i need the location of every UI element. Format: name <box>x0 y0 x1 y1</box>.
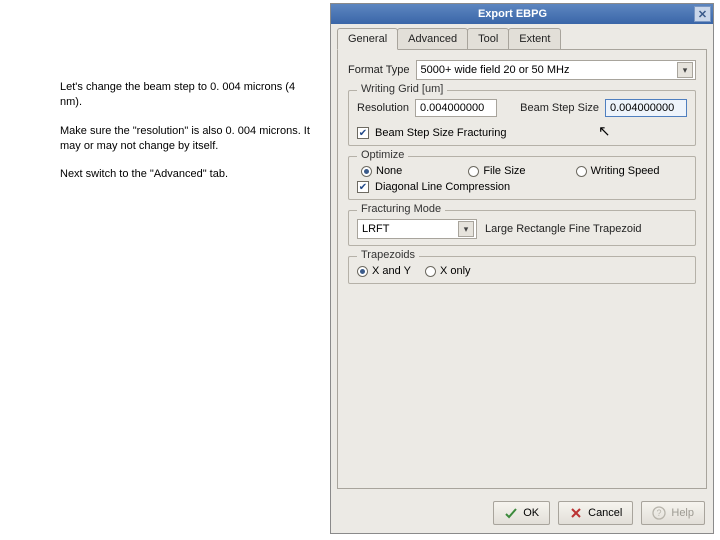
tabbar: General Advanced Tool Extent <box>331 24 713 49</box>
fracturing-mode-value: LRFT <box>362 223 390 235</box>
cancel-label: Cancel <box>588 507 622 519</box>
ok-button[interactable]: OK <box>493 501 550 525</box>
chevron-down-icon: ▾ <box>458 221 474 237</box>
resolution-label: Resolution <box>357 102 409 114</box>
trapezoids-xy-radio[interactable]: X and Y <box>357 265 411 277</box>
trapezoids-x-radio[interactable]: X only <box>425 265 471 277</box>
checkbox-checked-icon: ✔ <box>357 181 369 193</box>
close-button[interactable]: ✕ <box>694 6 711 22</box>
help-label: Help <box>671 507 694 519</box>
tab-extent[interactable]: Extent <box>508 28 561 49</box>
trapezoids-x-label: X only <box>440 265 471 277</box>
svg-text:?: ? <box>657 508 662 518</box>
checkbox-checked-icon: ✔ <box>357 127 369 139</box>
writing-grid-legend: Writing Grid [um] <box>357 83 447 95</box>
radio-unselected-icon <box>468 166 479 177</box>
window-title: Export EBPG <box>331 8 694 20</box>
optimize-legend: Optimize <box>357 149 408 161</box>
export-ebpg-dialog: Export EBPG ✕ General Advanced Tool Exte… <box>330 3 714 534</box>
optimize-speed-radio[interactable]: Writing Speed <box>576 165 683 177</box>
instruction-panel: Let's change the beam step to 0. 004 mic… <box>60 80 320 196</box>
beam-step-label: Beam Step Size <box>520 102 599 114</box>
radio-selected-icon <box>357 266 368 277</box>
fracturing-mode-desc: Large Rectangle Fine Trapezoid <box>485 223 642 235</box>
cancel-icon <box>569 506 583 520</box>
diagonal-compression-checkbox[interactable]: ✔ Diagonal Line Compression <box>357 181 687 193</box>
chevron-down-icon: ▾ <box>677 62 693 78</box>
instruction-line-3: Next switch to the "Advanced" tab. <box>60 167 320 182</box>
optimize-speed-label: Writing Speed <box>591 165 660 177</box>
diagonal-compression-label: Diagonal Line Compression <box>375 181 510 193</box>
button-bar: OK Cancel ? Help <box>331 495 713 533</box>
writing-grid-group: Writing Grid [um] Resolution Beam Step S… <box>348 90 696 146</box>
beam-step-input[interactable] <box>605 99 687 117</box>
titlebar[interactable]: Export EBPG ✕ <box>331 4 713 24</box>
beam-step-fracturing-checkbox[interactable]: ✔ Beam Step Size Fracturing <box>357 127 687 139</box>
tab-general[interactable]: General <box>337 28 398 50</box>
beam-step-fracturing-label: Beam Step Size Fracturing <box>375 127 506 139</box>
fracturing-mode-group: Fracturing Mode LRFT ▾ Large Rectangle F… <box>348 210 696 246</box>
fracturing-mode-select[interactable]: LRFT ▾ <box>357 219 477 239</box>
ok-icon <box>504 506 518 520</box>
optimize-none-radio[interactable]: None <box>361 165 468 177</box>
instruction-line-1: Let's change the beam step to 0. 004 mic… <box>60 80 320 110</box>
help-button[interactable]: ? Help <box>641 501 705 525</box>
trapezoids-group: Trapezoids X and Y X only <box>348 256 696 284</box>
radio-unselected-icon <box>576 166 587 177</box>
optimize-file-radio[interactable]: File Size <box>468 165 575 177</box>
optimize-file-label: File Size <box>483 165 525 177</box>
close-icon: ✕ <box>698 8 707 21</box>
trapezoids-legend: Trapezoids <box>357 249 419 261</box>
format-type-label: Format Type <box>348 64 410 76</box>
trapezoids-xy-label: X and Y <box>372 265 411 277</box>
tab-tool[interactable]: Tool <box>467 28 509 49</box>
tab-advanced[interactable]: Advanced <box>397 28 468 49</box>
radio-unselected-icon <box>425 266 436 277</box>
format-type-value: 5000+ wide field 20 or 50 MHz <box>421 64 570 76</box>
tab-panel-general: Format Type 5000+ wide field 20 or 50 MH… <box>337 49 707 489</box>
resolution-input[interactable] <box>415 99 497 117</box>
optimize-group: Optimize None File Size Writing Speed ✔ … <box>348 156 696 200</box>
format-type-select[interactable]: 5000+ wide field 20 or 50 MHz ▾ <box>416 60 696 80</box>
ok-label: OK <box>523 507 539 519</box>
cancel-button[interactable]: Cancel <box>558 501 633 525</box>
instruction-line-2: Make sure the "resolution" is also 0. 00… <box>60 124 320 154</box>
radio-selected-icon <box>361 166 372 177</box>
fracturing-mode-legend: Fracturing Mode <box>357 203 445 215</box>
help-icon: ? <box>652 506 666 520</box>
optimize-none-label: None <box>376 165 402 177</box>
